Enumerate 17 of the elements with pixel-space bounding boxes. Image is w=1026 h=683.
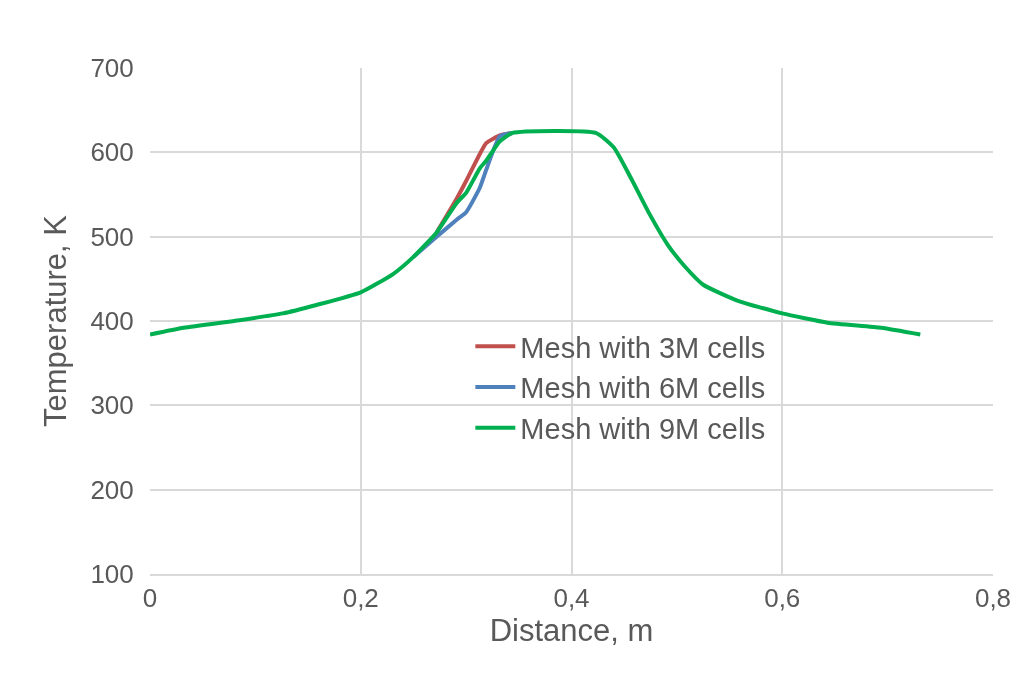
x-tick-label: 0,2: [342, 583, 379, 614]
x-axis-title: Distance, m: [489, 613, 654, 649]
y-axis-title: Temperature, K: [38, 214, 74, 427]
legend-label: Mesh with 6M cells: [520, 372, 766, 405]
x-tick-label: 0,6: [764, 583, 801, 614]
y-tick-label: 200: [90, 474, 134, 505]
y-tick-label: 100: [90, 559, 134, 590]
y-tick-label: 300: [90, 390, 134, 421]
x-tick-label: 0,4: [553, 583, 590, 614]
y-tick-label: 400: [90, 306, 134, 337]
x-tick-label: 0: [142, 583, 158, 614]
y-tick-label: 600: [90, 137, 134, 168]
legend-label: Mesh with 9M cells: [520, 413, 766, 446]
y-tick-label: 700: [90, 53, 134, 84]
x-tick-label: 0,8: [974, 583, 1012, 614]
y-tick-label: 500: [90, 221, 134, 252]
legend-label: Mesh with 3M cells: [520, 331, 766, 364]
